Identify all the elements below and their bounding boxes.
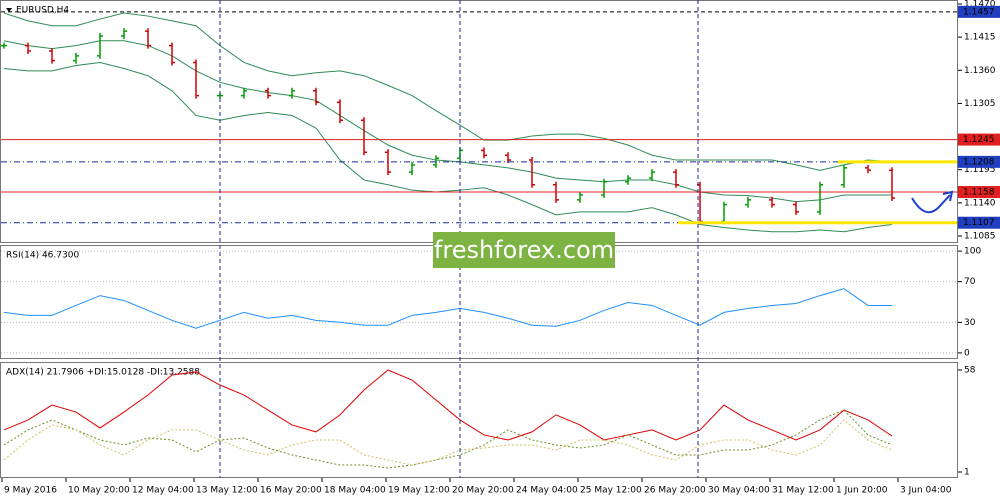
y-tick-label: 1.1415: [964, 33, 996, 43]
x-tick-label: 30 May 04:00: [708, 486, 770, 496]
price-bar: [841, 164, 847, 188]
price-bar: [505, 152, 511, 164]
price-bar: [577, 192, 583, 203]
indicator-line: [3, 288, 892, 329]
x-tick-label: 10 May 20:00: [68, 486, 130, 496]
price-bar: [649, 169, 655, 182]
level-label: 1.1457: [963, 7, 995, 17]
symbol-menu-icon: [6, 8, 12, 12]
price-bar: [169, 42, 175, 66]
y-tick-label: 1.1195: [964, 165, 996, 175]
panel-title: ADX(14) 21.7906 +DI:15.0128 -DI:13.2588: [6, 368, 200, 378]
x-tick-label: 9 May 2016: [4, 486, 57, 496]
price-bar: [1, 42, 7, 49]
price-bar: [601, 178, 607, 199]
y-tick-label: 1.1470: [964, 0, 996, 10]
watermark-box: [433, 232, 615, 268]
y-tick-label: 100: [964, 247, 981, 257]
x-tick-label: 24 May 04:00: [516, 486, 578, 496]
price-bar: [865, 164, 871, 174]
bollinger-upper: [3, 12, 893, 171]
indicator-line: [3, 369, 893, 441]
watermark: freshforex.com: [434, 236, 614, 264]
x-tick-label: 20 May 20:00: [452, 486, 514, 496]
x-tick-label: 18 May 04:00: [324, 486, 386, 496]
level-label: 1.1208: [963, 157, 995, 167]
level-label: 1.1158: [963, 187, 995, 197]
price-bar: [769, 196, 775, 208]
x-tick-label: 13 May 12:00: [196, 486, 258, 496]
panel-title: EURUSD,H4: [16, 6, 69, 16]
price-bar: [481, 147, 487, 159]
price-bar: [193, 59, 199, 99]
y-tick-label: 1.1085: [964, 231, 996, 241]
price-bar: [49, 48, 55, 64]
price-bar: [121, 28, 127, 39]
price-bar: [673, 169, 679, 188]
price-bar: [337, 99, 343, 124]
price-bar: [145, 28, 151, 49]
x-tick-label: 3 Jun 04:00: [900, 486, 952, 496]
x-tick-label: 1 Jun 20:00: [836, 486, 888, 496]
price-bar: [25, 42, 31, 55]
y-tick-label: 1.1140: [964, 198, 996, 208]
price-bar: [745, 196, 751, 208]
y-tick-label: 30: [964, 318, 976, 328]
panel-title: RSI(14) 46.7300: [6, 251, 79, 261]
forecast-arrowhead: [942, 190, 954, 202]
level-label: 1.1245: [963, 135, 995, 145]
bollinger-lower: [3, 61, 893, 233]
level-label-box: [958, 185, 1000, 198]
x-tick-label: 12 May 04:00: [132, 486, 194, 496]
x-tick-label: 16 May 20:00: [260, 486, 322, 496]
price-bar: [361, 117, 367, 156]
y-tick-label: 58: [964, 365, 976, 375]
price-bar: [889, 167, 895, 202]
price-bar: [73, 52, 79, 64]
bollinger-middle: [3, 40, 892, 203]
level-label: 1.1107: [963, 218, 995, 228]
price-bar: [409, 161, 415, 176]
price-bar: [625, 175, 631, 185]
forecast-arrow: [911, 194, 951, 214]
price-bar: [241, 87, 247, 99]
price-bar: [97, 32, 103, 59]
price-bar: [817, 181, 823, 215]
level-label-box: [958, 5, 1000, 18]
y-tick-label: 70: [964, 277, 976, 287]
x-tick-label: 26 May 20:00: [644, 486, 706, 496]
price-bar: [529, 157, 535, 188]
price-bar: [793, 201, 799, 215]
x-tick-label: 25 May 12:00: [580, 486, 642, 496]
y-tick-label: 1: [964, 467, 970, 477]
price-bar: [265, 87, 271, 99]
level-label-box: [958, 216, 1000, 229]
x-tick-label: 31 May 12:00: [772, 486, 834, 496]
y-tick-label: 1.1305: [964, 99, 996, 109]
price-bar: [313, 87, 319, 106]
y-tick-label: 0: [964, 348, 970, 358]
x-tick-label: 19 May 12:00: [388, 486, 450, 496]
adx-frame: [0, 362, 958, 478]
y-tick-label: 1.1360: [964, 66, 996, 76]
level-label-box: [958, 133, 1000, 146]
price-bar: [289, 87, 295, 99]
level-label-box: [958, 155, 1000, 168]
